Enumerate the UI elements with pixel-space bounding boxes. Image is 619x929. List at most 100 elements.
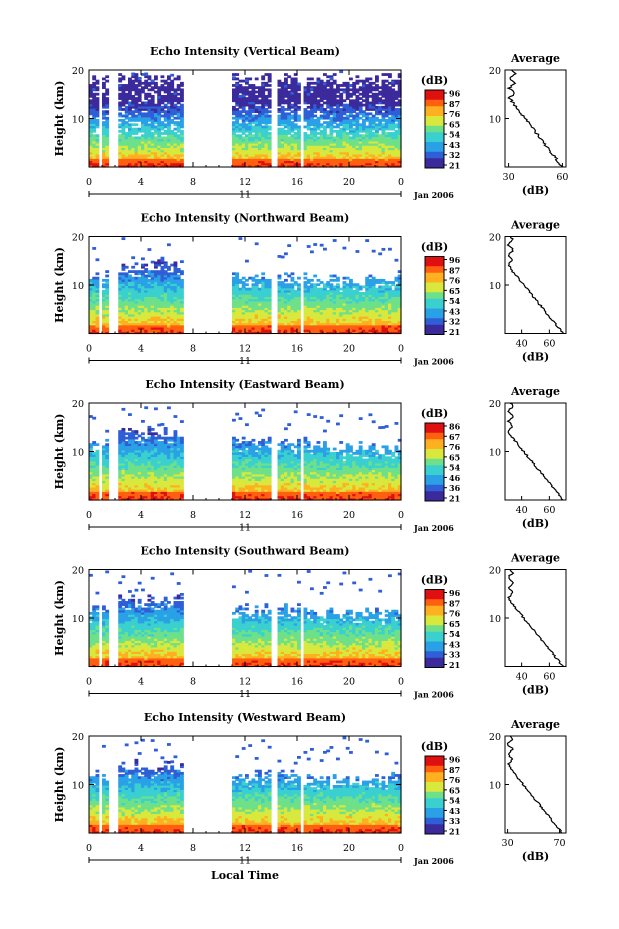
heatmap-cell (150, 278, 155, 282)
heatmap-cell (141, 322, 145, 326)
heatmap-cell (339, 320, 344, 324)
heatmap-cell (248, 86, 253, 90)
heatmap-cell (310, 296, 314, 300)
heatmap-cell (124, 318, 129, 321)
heatmap-cell (397, 158, 402, 162)
heatmap-cell (277, 298, 282, 302)
heatmap-cell (313, 164, 318, 168)
heatmap-cell (397, 147, 402, 151)
heatmap-cell (329, 108, 334, 111)
heatmap-cell (394, 287, 399, 291)
heatmap-cell (137, 136, 142, 140)
heatmap-cell (310, 147, 314, 151)
heatmap-cell (280, 156, 285, 159)
heatmap-cell (176, 129, 181, 133)
heatmap-cell (378, 300, 383, 304)
heatmap-cell (329, 121, 334, 124)
heatmap-cell (154, 324, 158, 328)
heatmap-cell (391, 149, 396, 153)
heatmap-cell (384, 309, 389, 313)
heatmap-cell (388, 123, 392, 127)
heatmap-cell (391, 311, 396, 315)
heatmap-cell (180, 97, 184, 100)
heatmap-cell (397, 316, 402, 319)
heatmap-cell (375, 162, 379, 166)
heatmap-cell (105, 454, 110, 457)
heatmap-cell (180, 121, 184, 124)
heatmap-cell (238, 162, 243, 166)
heatmap-cell (332, 324, 337, 328)
heatmap-cell (365, 285, 370, 289)
heatmap-cell (124, 316, 129, 319)
heatmap-cell (147, 311, 152, 315)
heatmap-cell (280, 88, 285, 92)
heatmap-cell (368, 285, 373, 289)
heatmap-cell (167, 75, 171, 79)
heatmap-cell (254, 114, 259, 118)
heatmap-cell (131, 302, 136, 306)
heatmap-cell (284, 320, 288, 324)
heatmap-cell (258, 105, 262, 109)
heatmap-cell (378, 324, 383, 328)
heatmap-cell (342, 158, 347, 162)
heatmap-cell (261, 147, 266, 151)
heatmap-cell (342, 298, 347, 302)
heatmap-cell (339, 108, 344, 111)
heatmap-cell (245, 300, 249, 304)
heatmap-cell (245, 103, 249, 107)
heatmap-cell (339, 145, 344, 148)
heatmap-cell (284, 114, 288, 118)
heatmap-cell (277, 276, 282, 280)
heatmap-cell (355, 320, 360, 324)
heatmap-cell (137, 298, 142, 302)
heatmap-cell (150, 134, 155, 138)
heatmap-cell (254, 311, 259, 315)
heatmap-cell (261, 103, 266, 107)
heatmap-cell (92, 75, 97, 79)
heatmap-cell (362, 153, 366, 157)
heatmap-cell (128, 103, 132, 107)
heatmap-cell (332, 138, 337, 142)
heatmap-cell (167, 105, 171, 109)
heatmap-cell (102, 158, 106, 162)
heatmap-cell (124, 123, 129, 127)
heatmap-cell (280, 132, 285, 135)
heatmap-cell (180, 287, 184, 291)
heatmap-cell (160, 84, 165, 87)
heatmap-cell (180, 116, 184, 120)
heatmap-cell (384, 112, 389, 116)
heatmap-cell (121, 495, 126, 499)
heatmap-cell (319, 160, 324, 164)
heatmap-cell (342, 313, 347, 317)
heatmap-cell (329, 123, 334, 127)
heatmap-cell (141, 136, 145, 140)
heatmap-cell (336, 326, 340, 330)
heatmap-cell (261, 313, 266, 317)
heatmap-cell (339, 151, 344, 155)
heatmap-cell (95, 121, 100, 124)
heatmap-cell (163, 289, 168, 293)
heatmap-cell (95, 298, 100, 302)
heatmap-cell (365, 118, 370, 122)
heatmap-cell (251, 164, 256, 168)
heatmap-cell (176, 127, 181, 131)
heatmap-cell (362, 331, 366, 335)
heatmap-cell (339, 147, 344, 151)
heatmap-cell (316, 145, 321, 148)
heatmap-cell (349, 108, 353, 111)
heatmap-cell (261, 329, 266, 332)
heatmap-cell (160, 285, 165, 289)
heatmap-cell (141, 292, 145, 295)
heatmap-cell (277, 123, 282, 127)
heatmap-cell (397, 79, 402, 83)
heatmap-cell (323, 289, 327, 293)
heatmap-cell (323, 108, 327, 111)
heatmap-cell (102, 462, 106, 466)
heatmap-cell (173, 331, 178, 335)
heatmap-cell (238, 153, 243, 157)
heatmap-cell (375, 322, 379, 326)
heatmap-cell (176, 97, 181, 100)
heatmap-cell (358, 298, 363, 302)
heatmap-cell (345, 276, 350, 280)
heatmap-cell (349, 322, 353, 326)
